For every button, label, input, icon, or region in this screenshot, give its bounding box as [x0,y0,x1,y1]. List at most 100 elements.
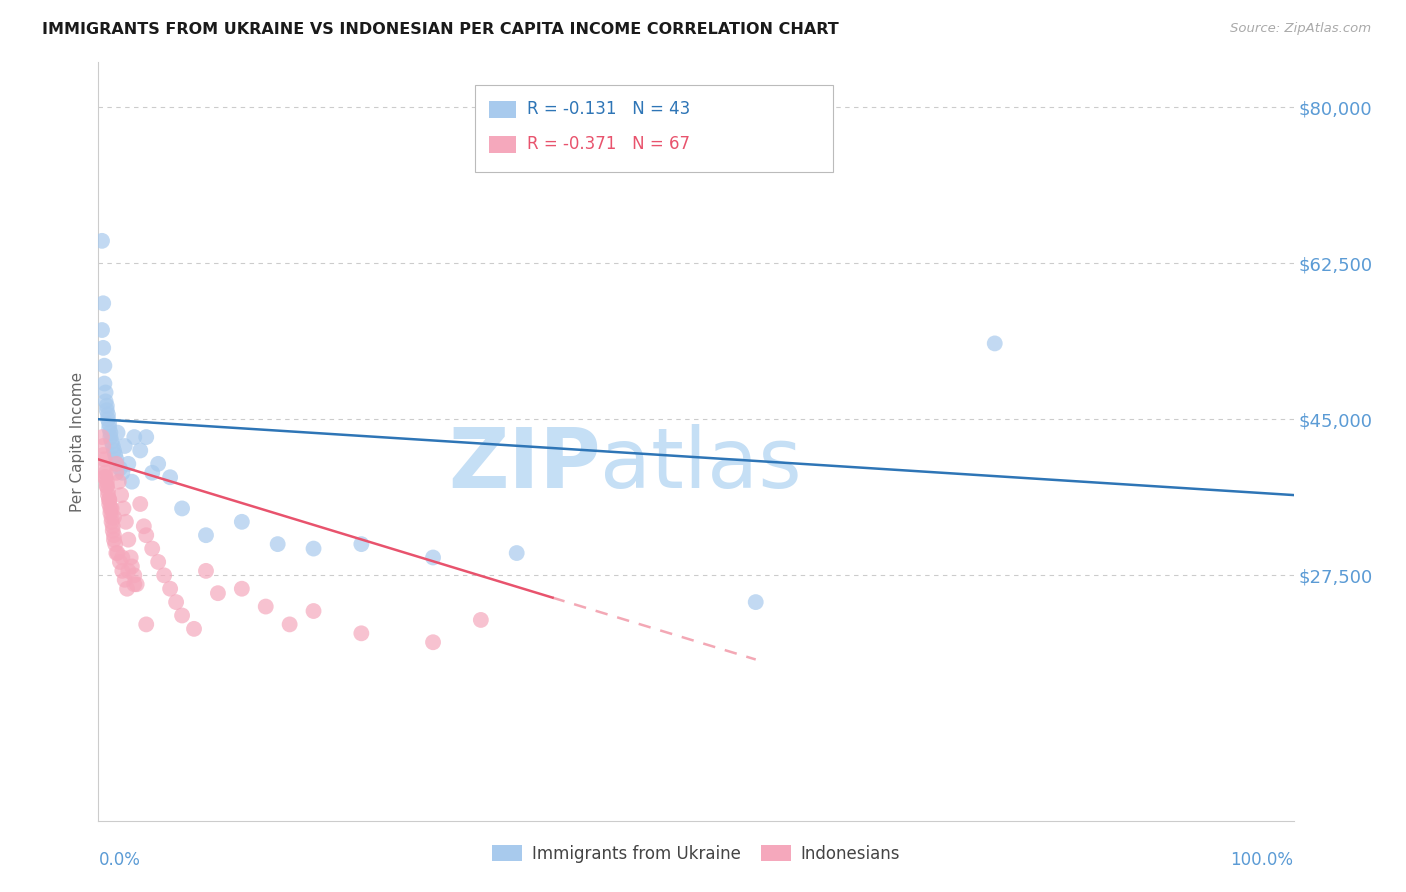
Point [110,488,132,502]
Point [195,564,218,578]
Point [172,608,194,623]
Point [153,568,176,582]
Point [91,323,114,337]
Point [101,524,124,538]
Point [267,537,290,551]
Point [207,586,229,600]
Point [141,541,163,556]
Point [103,528,125,542]
Point [124,577,146,591]
Point [165,595,187,609]
Text: ZIP: ZIP [449,424,600,505]
Point [100,515,122,529]
Point [115,582,138,596]
Point [470,613,492,627]
Point [745,595,768,609]
Point [101,519,124,533]
Point [121,475,143,489]
Point [422,635,444,649]
Point [108,461,131,475]
Point [94,394,117,409]
Point [108,555,131,569]
Point [159,582,181,596]
Point [91,341,114,355]
Point [124,568,146,582]
Point [107,475,129,489]
Point [148,555,170,569]
Point [132,519,155,533]
Point [104,448,127,462]
Point [129,443,152,458]
Point [98,501,122,516]
Point [98,430,122,444]
Point [100,510,122,524]
Point [105,457,128,471]
Point [124,430,146,444]
Point [96,475,118,489]
Point [117,564,139,578]
Point [120,550,142,565]
Point [96,399,118,413]
Point [97,483,120,498]
Point [984,336,1007,351]
Point [159,470,181,484]
Point [97,408,120,422]
Point [117,533,139,547]
Legend: Immigrants from Ukraine, Indonesians: Immigrants from Ukraine, Indonesians [485,838,907,869]
Point [103,443,125,458]
Point [302,604,325,618]
FancyBboxPatch shape [475,85,834,172]
Point [302,541,325,556]
Point [98,492,121,507]
Point [97,488,120,502]
Text: IMMIGRANTS FROM UKRAINE VS INDONESIAN PER CAPITA INCOME CORRELATION CHART: IMMIGRANTS FROM UKRAINE VS INDONESIAN PE… [42,22,839,37]
Point [115,515,138,529]
Point [101,439,124,453]
Point [135,617,157,632]
Text: R = -0.131   N = 43: R = -0.131 N = 43 [527,101,690,119]
Point [96,479,118,493]
Point [141,466,163,480]
Point [98,506,122,520]
Point [172,501,194,516]
Point [350,537,373,551]
Point [105,466,128,480]
Point [114,439,136,453]
Bar [489,101,516,118]
Point [97,412,120,426]
Point [93,461,115,475]
Point [104,537,127,551]
Text: 100.0%: 100.0% [1230,851,1294,869]
Point [506,546,529,560]
Y-axis label: Per Capita Income: Per Capita Income [70,371,86,512]
Point [135,528,157,542]
Point [183,622,205,636]
Point [195,528,218,542]
Point [231,582,253,596]
Bar [489,136,516,153]
Point [112,501,135,516]
Point [135,430,157,444]
Point [278,617,301,632]
Point [231,515,253,529]
Point [94,385,117,400]
Text: atlas: atlas [600,424,801,505]
Point [111,564,134,578]
Text: R = -0.371   N = 67: R = -0.371 N = 67 [527,136,690,153]
Point [98,425,122,440]
Point [93,376,115,391]
Point [98,492,121,507]
Point [111,466,134,480]
Point [91,234,114,248]
Point [91,439,114,453]
Point [98,417,121,431]
Point [105,452,128,467]
Point [422,550,444,565]
Text: Source: ZipAtlas.com: Source: ZipAtlas.com [1230,22,1371,36]
Point [91,448,114,462]
Point [121,559,143,574]
Point [100,501,122,516]
Point [103,510,125,524]
Point [98,421,121,435]
Point [98,497,121,511]
